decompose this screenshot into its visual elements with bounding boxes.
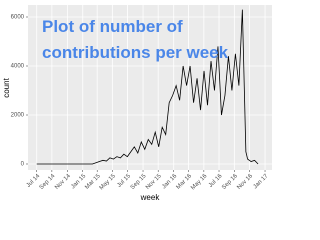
line bbox=[36, 9, 259, 165]
y-axis-title: count bbox=[2, 77, 11, 97]
y-tick-label: 2000 bbox=[11, 113, 25, 119]
y-tick-label: 4000 bbox=[11, 64, 25, 70]
y-tick-label: 6000 bbox=[11, 15, 25, 21]
y-tick-label: 0 bbox=[21, 162, 25, 168]
grid bbox=[28, 5, 272, 170]
x-tick-label: Sep 14 bbox=[39, 173, 57, 191]
x-axis-title: week bbox=[140, 193, 161, 202]
x-tick-label: May 15 bbox=[99, 173, 118, 192]
x-tick-label: Nov 14 bbox=[54, 173, 72, 191]
x-tick-label: Jan 17 bbox=[253, 173, 270, 190]
x-tick-label: May 16 bbox=[190, 173, 209, 192]
annotation: contributions per week bbox=[42, 43, 229, 62]
annotation: Plot of number of bbox=[42, 17, 183, 36]
marks bbox=[36, 9, 259, 165]
x-tick-label: Nov 16 bbox=[236, 173, 254, 191]
x-tick-label: Nov 15 bbox=[145, 173, 163, 191]
